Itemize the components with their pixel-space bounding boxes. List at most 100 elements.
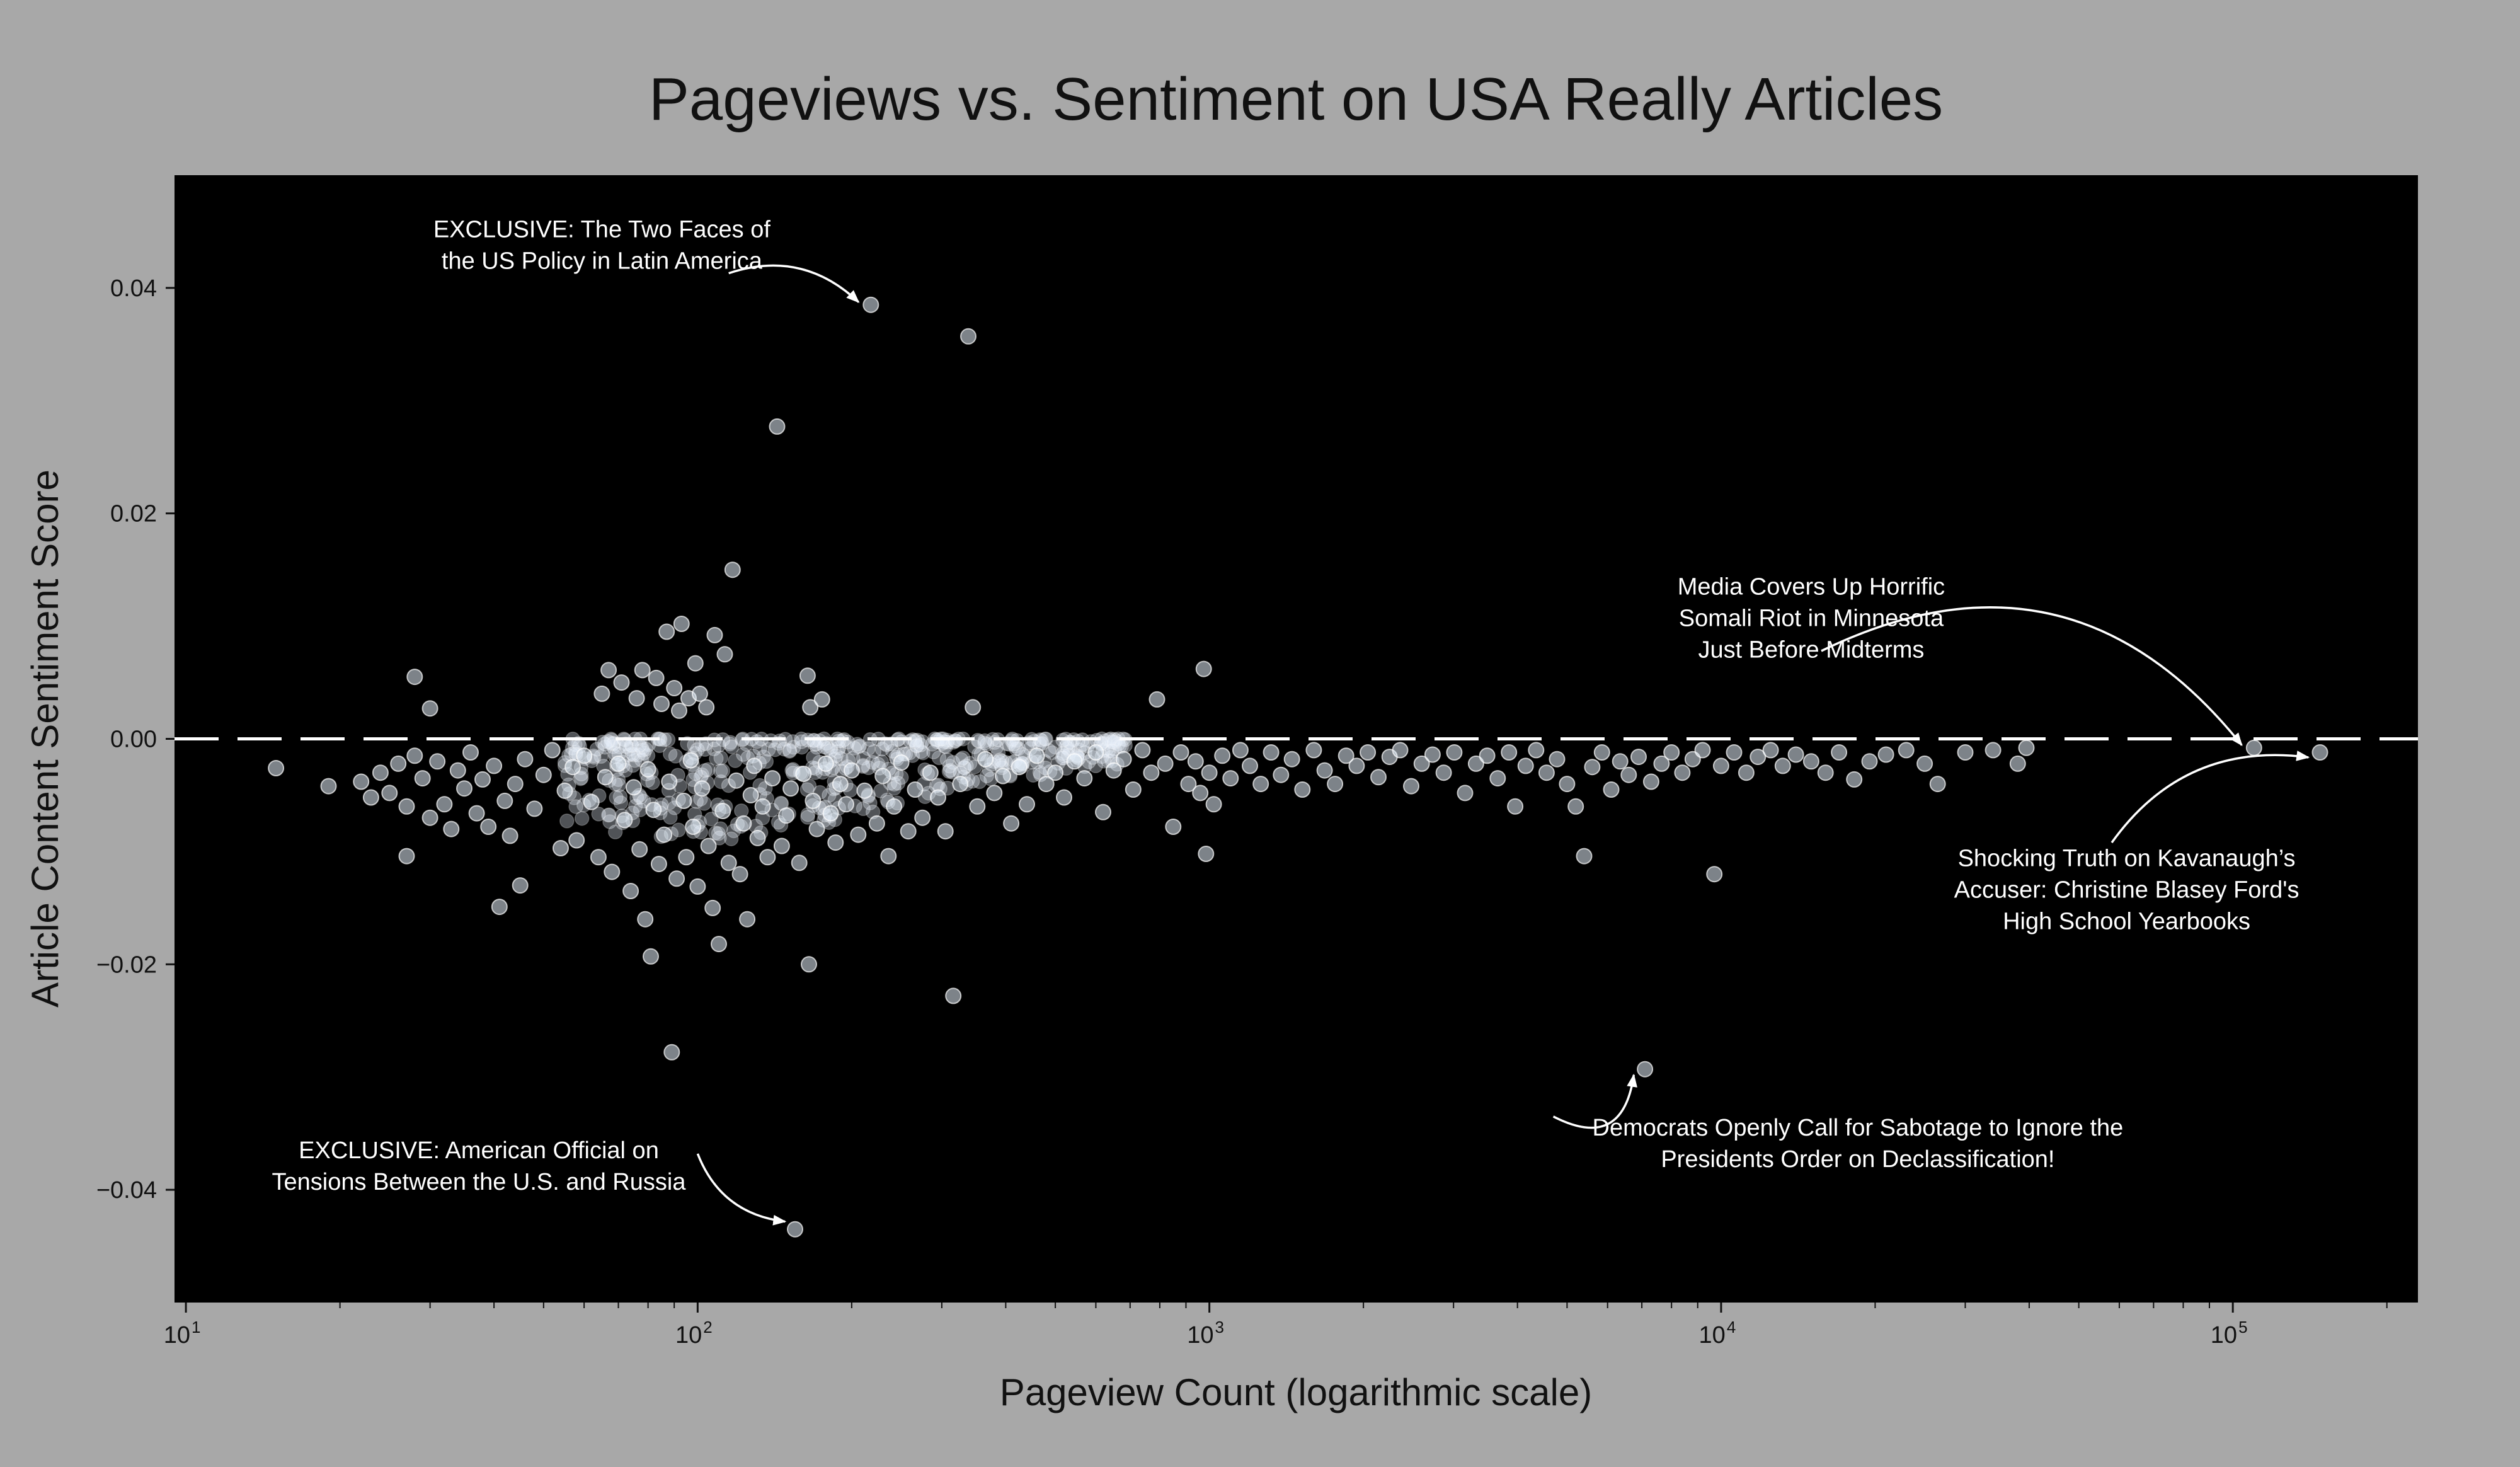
annotation-text-line: Somali Riot in Minnesota <box>1679 606 1944 632</box>
data-point <box>1653 755 1670 772</box>
data-point-cluster <box>852 738 868 754</box>
y-tick-label: 0.04 <box>110 275 157 302</box>
x-tick-label: 102 <box>675 1318 713 1349</box>
data-point <box>628 690 645 707</box>
data-point <box>645 802 662 819</box>
data-point-cluster <box>621 747 636 762</box>
chart-title: Pageviews vs. Sentiment on USA Really Ar… <box>649 66 1943 133</box>
data-point <box>1630 749 1647 766</box>
data-point <box>1694 742 1711 759</box>
data-point-cluster <box>723 831 739 846</box>
data-point <box>1115 751 1132 768</box>
data-point <box>862 296 879 313</box>
data-point-cluster <box>1004 733 1019 748</box>
data-point-cluster <box>941 764 957 780</box>
data-point-cluster <box>885 744 900 759</box>
data-point-cluster <box>861 760 876 776</box>
data-point-cluster <box>709 751 724 766</box>
data-point <box>1457 785 1474 802</box>
data-point <box>553 840 569 856</box>
annotation-text-line: EXCLUSIVE: American Official on <box>299 1137 659 1164</box>
data-point <box>1603 781 1620 798</box>
data-point-cluster <box>761 742 776 757</box>
data-point-cluster <box>767 742 783 757</box>
data-point <box>1612 753 1629 770</box>
data-point <box>406 747 423 764</box>
data-point-cluster <box>713 821 728 836</box>
data-point-cluster <box>806 733 822 749</box>
data-point <box>1232 742 1249 759</box>
data-point <box>398 848 415 865</box>
data-point-cluster <box>873 783 888 798</box>
data-point <box>700 837 717 854</box>
data-point-cluster <box>597 739 613 755</box>
data-point <box>749 829 766 846</box>
data-point <box>1028 747 1045 764</box>
annotation-text-line: High School Yearbooks <box>2003 909 2250 935</box>
data-point <box>1038 776 1055 793</box>
data-point <box>604 863 621 880</box>
data-point <box>843 762 860 779</box>
data-point-cluster <box>626 747 641 762</box>
data-point-cluster <box>697 796 712 811</box>
data-point <box>320 778 337 795</box>
data-point <box>1706 866 1723 883</box>
data-point <box>791 854 808 872</box>
data-point-cluster <box>1038 731 1053 747</box>
data-point-cluster <box>886 776 902 792</box>
data-point <box>746 757 763 774</box>
data-point <box>568 832 585 849</box>
data-point-cluster <box>816 739 832 755</box>
data-point <box>759 849 776 866</box>
data-point-cluster <box>688 766 703 781</box>
data-point <box>610 755 627 772</box>
data-point <box>1214 747 1231 764</box>
data-point-cluster <box>711 826 726 841</box>
data-point <box>650 856 667 873</box>
data-point <box>1726 744 1743 761</box>
data-point <box>535 766 552 783</box>
data-point-cluster <box>909 738 924 754</box>
annotation-text-line: Presidents Order on Declassification! <box>1661 1146 2054 1173</box>
data-point <box>1087 744 1104 761</box>
data-point <box>666 680 683 696</box>
annotation-arrow <box>1552 1073 1637 1129</box>
data-point-cluster <box>1103 731 1118 747</box>
data-point <box>1252 776 1269 793</box>
data-point-cluster <box>660 732 676 747</box>
data-point-cluster <box>856 751 871 766</box>
data-point <box>501 827 518 844</box>
data-point-cluster <box>945 755 961 770</box>
data-point-cluster <box>712 831 727 846</box>
data-point <box>1192 785 1209 802</box>
data-point <box>1898 742 1915 759</box>
data-point <box>728 772 745 789</box>
data-point <box>1157 755 1174 772</box>
annotation: EXCLUSIVE: The Two Faces of the US Policy… <box>433 216 860 303</box>
data-point <box>1549 751 1566 768</box>
data-point <box>1305 742 1322 759</box>
data-point-cluster <box>635 742 650 758</box>
data-point <box>689 878 706 895</box>
data-point-cluster <box>786 740 801 755</box>
y-axis-label: Article Content Sentiment Score <box>24 469 66 1008</box>
data-point <box>673 616 690 632</box>
data-point <box>945 987 962 1004</box>
data-point-cluster <box>942 762 958 778</box>
data-point <box>1187 753 1204 770</box>
data-point <box>1242 757 1258 774</box>
data-point-cluster <box>697 762 713 778</box>
data-point <box>724 561 741 578</box>
data-point-cluster <box>671 822 686 837</box>
data-point-cluster <box>1101 732 1116 747</box>
y-tick-label: −0.04 <box>96 1177 157 1204</box>
data-point-cluster <box>822 788 837 803</box>
data-point-cluster <box>573 771 588 786</box>
data-point <box>754 798 771 815</box>
data-point-cluster <box>914 744 929 759</box>
data-point <box>656 826 673 843</box>
data-point <box>1877 746 1894 763</box>
data-point-cluster <box>559 814 575 829</box>
data-point <box>600 662 617 679</box>
